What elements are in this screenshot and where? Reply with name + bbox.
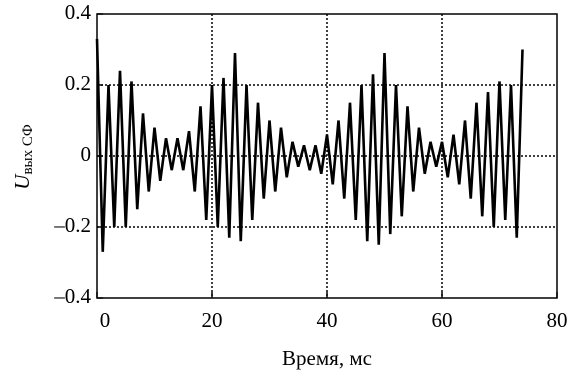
- plot-frame: [96, 13, 558, 299]
- y-tick-label: 0.4: [65, 0, 92, 24]
- x-axis-label: Время, мс: [282, 346, 372, 370]
- x-tick-label: 20: [202, 308, 223, 332]
- y-axis-label-subscript: вых СФ: [20, 124, 36, 174]
- x-tick-label: 40: [317, 308, 338, 332]
- data-line: [95, 38, 524, 252]
- y-tick-label: –0.4: [53, 284, 91, 308]
- y-axis-label-main: U: [10, 173, 34, 190]
- x-tick-label: 80: [547, 308, 568, 332]
- y-axis-label: Uвых СФ: [10, 124, 37, 190]
- y-tick-label: –0.2: [53, 213, 91, 237]
- y-tick-label: 0: [81, 142, 92, 166]
- x-tick-label: 0: [100, 308, 111, 332]
- y-tick-label: 0.2: [65, 71, 91, 95]
- x-tick-label: 60: [432, 308, 453, 332]
